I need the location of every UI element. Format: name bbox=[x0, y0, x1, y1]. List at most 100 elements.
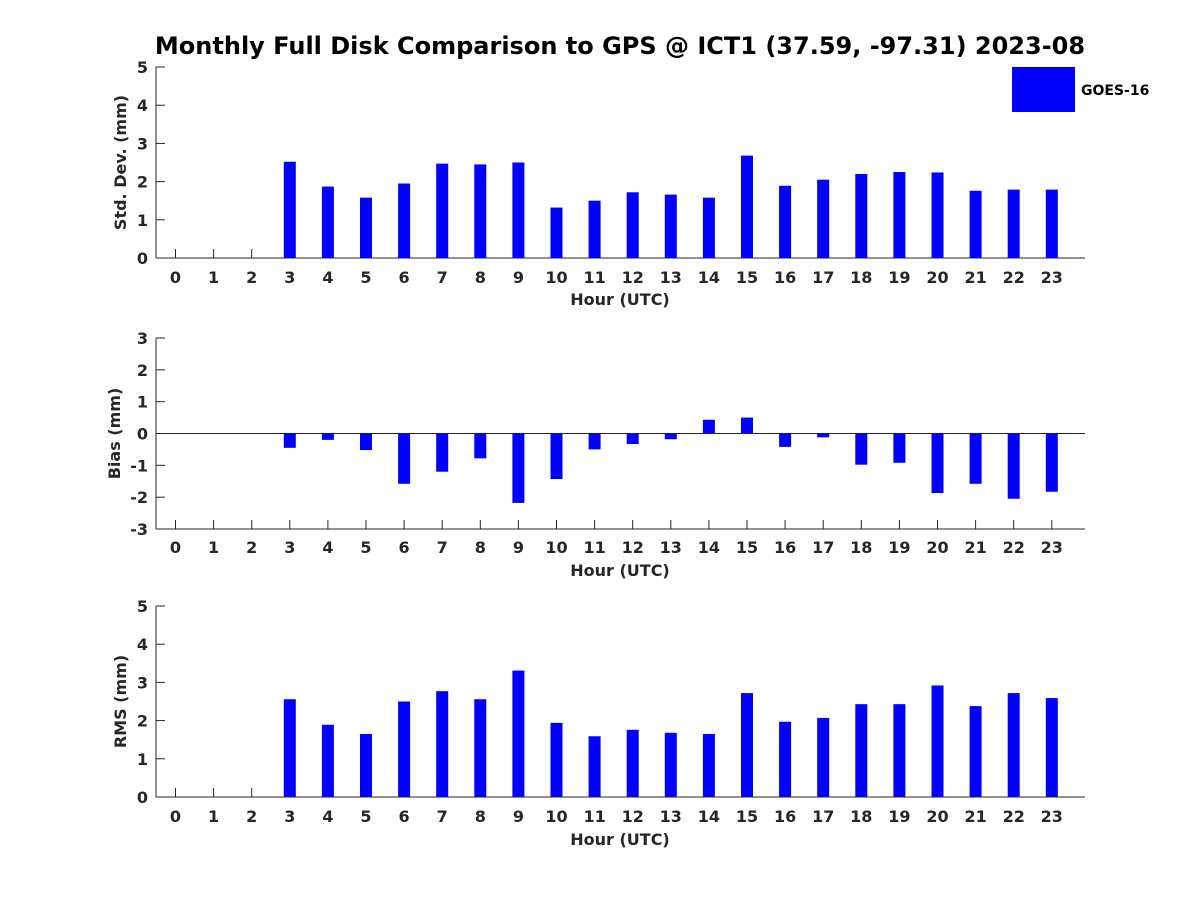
x-tick-label: 10 bbox=[545, 538, 567, 557]
x-tick-label: 3 bbox=[284, 807, 295, 826]
y-tick-label: 2 bbox=[137, 361, 148, 380]
bar-hour-23 bbox=[1045, 189, 1058, 258]
x-tick-label: 9 bbox=[513, 807, 524, 826]
y-tick-label: 5 bbox=[137, 58, 148, 77]
x-tick-label: 16 bbox=[774, 807, 796, 826]
bar-hour-14 bbox=[702, 733, 715, 797]
y-tick-label: 3 bbox=[137, 329, 148, 348]
x-tick-label: 14 bbox=[698, 807, 720, 826]
x-tick-label: 21 bbox=[964, 807, 986, 826]
bar-hour-10 bbox=[550, 722, 563, 797]
bar-hour-16 bbox=[779, 721, 792, 797]
x-tick-label: 6 bbox=[399, 268, 410, 287]
bar-hour-3 bbox=[283, 699, 296, 797]
x-tick-label: 5 bbox=[360, 807, 371, 826]
bar-hour-21 bbox=[969, 433, 982, 484]
x-tick-label: 16 bbox=[774, 268, 796, 287]
bar-hour-7 bbox=[436, 433, 449, 472]
y-tick-label: -1 bbox=[130, 456, 148, 475]
bar-hour-13 bbox=[664, 732, 677, 797]
bar-hour-22 bbox=[1007, 189, 1020, 258]
bar-hour-14 bbox=[702, 197, 715, 258]
bar-hour-12 bbox=[626, 729, 639, 797]
x-tick-label: 10 bbox=[545, 807, 567, 826]
x-tick-label: 13 bbox=[660, 538, 682, 557]
x-tick-label: 0 bbox=[170, 807, 181, 826]
x-tick-label: 3 bbox=[284, 268, 295, 287]
bar-hour-19 bbox=[893, 704, 906, 797]
x-tick-label: 5 bbox=[360, 538, 371, 557]
x-tick-label: 18 bbox=[850, 807, 872, 826]
bar-hour-9 bbox=[512, 433, 525, 503]
bar-hour-18 bbox=[855, 173, 868, 258]
x-axis-label: Hour (UTC) bbox=[570, 290, 670, 309]
x-tick-label: 4 bbox=[322, 268, 333, 287]
x-tick-label: 2 bbox=[246, 538, 257, 557]
bar-hour-20 bbox=[931, 433, 944, 494]
x-tick-label: 8 bbox=[475, 268, 486, 287]
bar-hour-6 bbox=[398, 183, 411, 258]
bar-hour-7 bbox=[436, 691, 449, 797]
x-tick-label: 13 bbox=[660, 807, 682, 826]
x-tick-label: 4 bbox=[322, 538, 333, 557]
bar-hour-13 bbox=[664, 433, 677, 440]
bar-hour-21 bbox=[969, 190, 982, 258]
bar-hour-19 bbox=[893, 433, 906, 463]
x-tick-label: 21 bbox=[964, 538, 986, 557]
x-tick-label: 13 bbox=[660, 268, 682, 287]
legend: GOES-16 bbox=[1012, 67, 1149, 112]
x-tick-label: 21 bbox=[964, 268, 986, 287]
bar-hour-8 bbox=[474, 433, 487, 459]
bar-hour-9 bbox=[512, 162, 525, 258]
bar-hour-13 bbox=[664, 194, 677, 258]
bar-hour-5 bbox=[360, 433, 372, 451]
x-tick-label: 15 bbox=[736, 807, 758, 826]
x-tick-label: 12 bbox=[622, 268, 644, 287]
x-tick-label: 8 bbox=[475, 807, 486, 826]
x-tick-label: 1 bbox=[208, 807, 219, 826]
y-tick-label: 2 bbox=[137, 173, 148, 192]
bar-hour-5 bbox=[360, 733, 372, 797]
x-tick-label: 17 bbox=[812, 807, 834, 826]
y-tick-label: 3 bbox=[137, 134, 148, 153]
bar-hour-21 bbox=[969, 706, 982, 797]
bar-hour-17 bbox=[817, 717, 830, 797]
y-axis-label: RMS (mm) bbox=[111, 655, 130, 748]
x-tick-label: 12 bbox=[622, 807, 644, 826]
x-tick-label: 18 bbox=[850, 268, 872, 287]
bar-hour-14 bbox=[702, 419, 715, 434]
bar-hour-23 bbox=[1045, 698, 1058, 797]
y-tick-label: 1 bbox=[137, 211, 148, 230]
y-tick-label: -3 bbox=[130, 520, 148, 539]
x-tick-label: 19 bbox=[888, 807, 910, 826]
x-tick-label: 7 bbox=[437, 268, 448, 287]
bar-hour-17 bbox=[817, 433, 830, 438]
x-tick-label: 7 bbox=[437, 538, 448, 557]
bar-hour-15 bbox=[741, 693, 753, 797]
x-tick-label: 2 bbox=[246, 807, 257, 826]
x-tick-label: 7 bbox=[437, 807, 448, 826]
y-tick-label: 1 bbox=[137, 750, 148, 769]
x-tick-label: 4 bbox=[322, 807, 333, 826]
bar-hour-15 bbox=[741, 155, 753, 258]
bar-hour-6 bbox=[398, 433, 411, 484]
y-tick-label: -2 bbox=[130, 488, 148, 507]
x-axis-label: Hour (UTC) bbox=[570, 830, 670, 849]
bar-hour-20 bbox=[931, 685, 944, 797]
bar-hour-16 bbox=[779, 185, 792, 258]
x-tick-label: 0 bbox=[170, 268, 181, 287]
x-tick-label: 3 bbox=[284, 538, 295, 557]
bar-hour-11 bbox=[588, 200, 601, 258]
x-tick-label: 6 bbox=[399, 807, 410, 826]
x-tick-label: 15 bbox=[736, 268, 758, 287]
x-tick-label: 11 bbox=[583, 538, 605, 557]
x-tick-label: 22 bbox=[1003, 807, 1025, 826]
y-tick-label: 2 bbox=[137, 712, 148, 731]
bar-hour-11 bbox=[588, 433, 601, 450]
x-tick-label: 17 bbox=[812, 268, 834, 287]
bar-hour-12 bbox=[626, 192, 639, 258]
x-tick-label: 14 bbox=[698, 538, 720, 557]
